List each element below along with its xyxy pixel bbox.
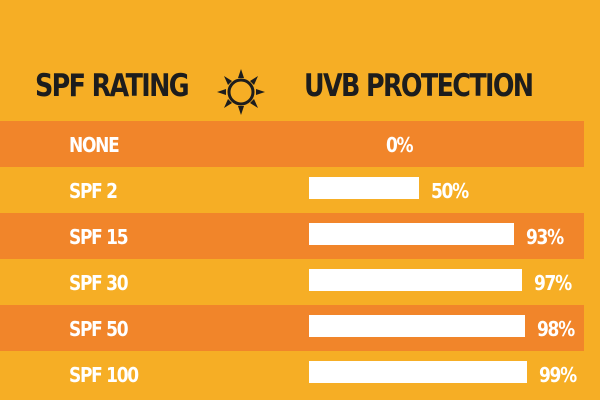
- table-row: SPF 100 99%: [0, 351, 600, 397]
- category-label: SPF 15: [69, 225, 129, 249]
- protection-bar: [309, 223, 514, 245]
- value-label: 93%: [526, 225, 564, 249]
- category-label: SPF 2: [69, 179, 118, 203]
- category-label: SPF 100: [69, 363, 139, 387]
- category-label: SPF 30: [69, 271, 129, 295]
- sun-icon: [217, 69, 265, 115]
- category-label: SPF 50: [69, 317, 129, 341]
- spf-rating-heading: SPF RATING: [35, 68, 190, 104]
- value-label: 97%: [534, 271, 572, 295]
- table-row: SPF 2 50%: [0, 167, 600, 213]
- value-label: 99%: [539, 363, 577, 387]
- value-label: 98%: [537, 317, 575, 341]
- table-row: NONE 0%: [0, 121, 584, 167]
- table-row: SPF 50 98%: [0, 305, 584, 351]
- protection-bar: [309, 177, 419, 199]
- protection-bar: [309, 315, 525, 337]
- category-label: NONE: [69, 133, 120, 157]
- protection-bar: [309, 361, 527, 383]
- value-label: 0%: [386, 133, 414, 157]
- value-label: 50%: [431, 179, 469, 203]
- chart-rows: NONE 0% SPF 2 50% SPF 15 93% SPF 30 97% SPF 50 98…: [0, 121, 600, 397]
- table-row: SPF 15 93%: [0, 213, 584, 259]
- protection-bar: [309, 269, 522, 291]
- table-row: SPF 30 97%: [0, 259, 600, 305]
- uvb-protection-heading: UVB PROTECTION: [304, 68, 534, 104]
